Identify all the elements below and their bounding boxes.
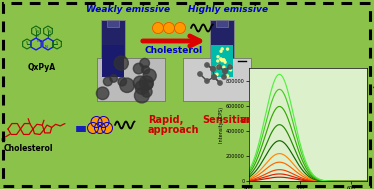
Text: N: N (37, 39, 39, 43)
Text: and: and (240, 115, 261, 125)
Circle shape (230, 69, 232, 71)
Circle shape (98, 116, 109, 128)
Circle shape (91, 116, 102, 128)
Circle shape (217, 60, 219, 62)
Circle shape (141, 86, 152, 97)
Text: Highly emissive: Highly emissive (188, 5, 268, 14)
Circle shape (223, 59, 225, 61)
Circle shape (134, 63, 144, 74)
FancyBboxPatch shape (102, 45, 124, 77)
Text: QxPyA: QxPyA (28, 63, 56, 72)
Text: N: N (26, 41, 28, 45)
Circle shape (140, 58, 150, 68)
Circle shape (163, 22, 175, 33)
Text: N
H: N H (37, 30, 39, 38)
Circle shape (223, 60, 225, 62)
Text: N: N (45, 45, 47, 49)
Circle shape (220, 58, 222, 60)
Circle shape (223, 69, 227, 73)
Circle shape (144, 80, 153, 89)
Text: N: N (56, 41, 58, 45)
Circle shape (134, 88, 149, 103)
Circle shape (95, 122, 105, 133)
Text: Weakly emissive: Weakly emissive (86, 5, 170, 14)
Circle shape (213, 68, 215, 70)
Text: N
H: N H (49, 30, 51, 38)
Circle shape (140, 76, 153, 90)
Circle shape (118, 77, 126, 86)
Circle shape (227, 75, 229, 77)
Text: HO: HO (1, 138, 7, 142)
Circle shape (101, 122, 113, 133)
Circle shape (135, 81, 149, 94)
Circle shape (227, 48, 229, 50)
Circle shape (216, 73, 218, 75)
Circle shape (142, 66, 150, 74)
Circle shape (175, 22, 186, 33)
Circle shape (198, 72, 202, 76)
Text: Sensitive: Sensitive (202, 115, 253, 125)
Circle shape (220, 50, 222, 52)
FancyBboxPatch shape (211, 45, 233, 77)
Circle shape (221, 60, 223, 62)
Circle shape (228, 65, 232, 69)
Circle shape (96, 87, 109, 100)
Circle shape (215, 74, 217, 76)
Circle shape (217, 66, 218, 68)
Circle shape (212, 75, 216, 79)
Circle shape (217, 65, 221, 69)
Circle shape (217, 65, 219, 67)
FancyBboxPatch shape (97, 58, 165, 101)
Circle shape (143, 69, 156, 82)
Circle shape (221, 48, 223, 50)
FancyBboxPatch shape (183, 58, 251, 101)
Circle shape (230, 65, 232, 67)
Text: N: N (35, 28, 37, 32)
Text: Rapid,: Rapid, (148, 115, 183, 125)
Circle shape (218, 81, 222, 85)
Circle shape (153, 22, 163, 33)
Circle shape (211, 67, 215, 71)
FancyBboxPatch shape (216, 20, 228, 27)
Circle shape (134, 76, 147, 90)
Circle shape (222, 75, 226, 79)
Circle shape (223, 69, 227, 73)
Circle shape (217, 56, 219, 58)
Circle shape (205, 79, 209, 83)
Text: economical: economical (264, 115, 326, 125)
Text: Cholesterol: Cholesterol (3, 144, 53, 153)
Circle shape (211, 67, 215, 71)
Text: approach: approach (148, 125, 199, 135)
Text: N: N (47, 28, 49, 32)
Circle shape (205, 63, 209, 67)
FancyBboxPatch shape (101, 20, 125, 78)
Circle shape (88, 122, 98, 133)
Circle shape (224, 61, 226, 63)
Circle shape (103, 77, 112, 86)
Circle shape (223, 66, 225, 68)
FancyBboxPatch shape (107, 20, 119, 27)
Y-axis label: Intensity (CPS): Intensity (CPS) (220, 107, 224, 143)
Text: Cholesterol: Cholesterol (145, 46, 203, 55)
Circle shape (114, 56, 128, 70)
Circle shape (212, 75, 216, 79)
Circle shape (110, 75, 117, 82)
Circle shape (120, 78, 134, 92)
Circle shape (220, 58, 223, 60)
FancyBboxPatch shape (210, 20, 234, 78)
